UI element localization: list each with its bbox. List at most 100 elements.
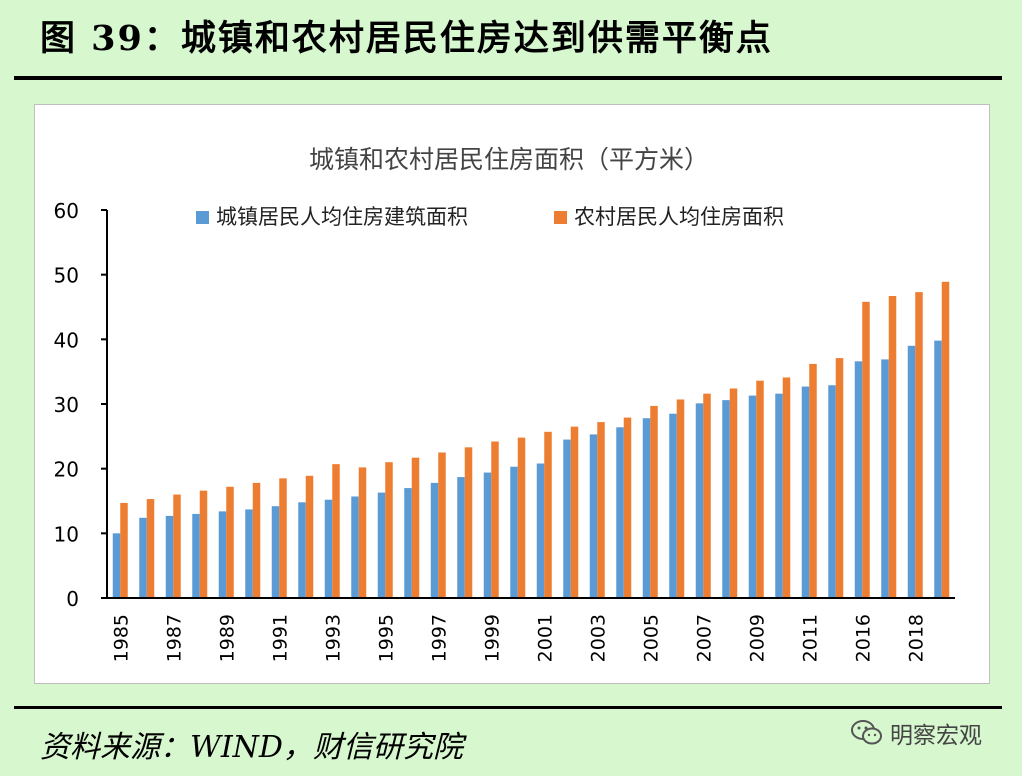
rural-bar-1995 [385,462,393,598]
urban-bar-1987 [165,515,174,598]
legend-swatch-urban [196,211,209,224]
y-tick-label: 10 [54,522,79,546]
y-tick-label: 30 [54,393,79,417]
watermark: 明察宏观 [850,718,982,749]
urban-bar-2003 [589,434,598,598]
wechat-icon [851,720,882,745]
rural-bar-1999 [491,441,499,598]
bar-marks [112,281,950,598]
x-tick-label: 2005 [640,614,662,662]
x-tick-label: 1985 [110,614,132,662]
rural-bar-2005 [650,405,658,598]
urban-bar-2002 [563,439,571,598]
x-tick-label: 1999 [481,614,503,662]
x-tick-label: 2003 [587,614,609,662]
rural-bar-2002 [570,426,579,598]
urban-bar-1990 [245,509,253,598]
rural-bar-2000 [517,437,526,598]
x-tick-label: 2009 [746,614,768,662]
urban-bar-2008 [722,400,730,598]
urban-bar-2016 [854,361,863,598]
rural-bar-1994 [358,467,367,598]
rural-bar-2009 [756,380,764,598]
x-tick-label: 1989 [216,614,238,662]
y-tick-label: 20 [54,458,79,482]
x-tick-label: 2001 [534,614,556,662]
urban-bar-1989 [218,511,227,598]
rural-bar-1990 [252,482,261,598]
x-tick-label: 1995 [375,614,397,662]
rural-bar-1989 [226,486,234,598]
rural-bar-1996 [411,457,420,598]
urban-bar-2004 [616,427,624,598]
y-tick-label: 0 [66,587,79,611]
urban-bar-2019 [934,340,942,598]
urban-bar-1996 [404,488,412,598]
urban-bar-2011 [801,386,810,598]
rural-bar-1986 [146,499,155,598]
urban-bar-2017 [881,359,889,598]
rural-bar-1997 [438,452,446,598]
legend-swatch-rural [554,211,567,224]
x-tick-label: 1991 [269,614,291,662]
x-tick-label: 1997 [428,614,450,662]
rural-bar-2006 [676,399,685,598]
urban-bar-1986 [139,517,147,598]
rural-bar-1985 [120,502,128,598]
urban-bar-1995 [377,492,386,598]
page-title: 图 39：城镇和农村居民住房达到供需平衡点 [40,18,773,59]
y-tick-label: 60 [54,199,79,223]
urban-bar-2000 [510,466,518,598]
urban-bar-1993 [324,499,333,598]
urban-bar-2001 [536,463,545,598]
rural-bar-1993 [332,464,340,598]
rural-bar-2019 [941,281,950,598]
urban-bar-2009 [748,395,757,598]
x-tick-label: 2007 [693,614,715,662]
urban-bar-2018 [907,345,916,598]
rural-bar-2001 [544,431,552,598]
urban-bar-1985 [112,533,121,598]
urban-bar-2010 [775,393,783,598]
rural-bar-2018 [915,292,923,598]
rural-bar-2011 [809,363,817,598]
rural-bar-2008 [729,388,738,598]
rural-bar-1992 [305,475,314,598]
top-divider [14,76,1002,80]
legend-label-urban: 城镇居民人均住房建筑面积 [216,205,468,229]
urban-bar-1991 [271,506,280,598]
rural-bar-2004 [623,417,632,598]
x-tick-label: 2011 [799,614,821,662]
bar-chart: 城镇和农村居民住房面积（平方米） 城镇居民人均住房建筑面积 农村居民人均住房面积… [54,145,955,662]
rural-bar-2003 [597,422,605,598]
watermark-text: 明察宏观 [890,723,982,749]
rural-bar-1998 [464,447,473,598]
rural-bar-1988 [199,490,208,598]
rural-bar-1987 [173,494,181,598]
rural-bar-2007 [703,393,711,598]
urban-bar-1998 [457,477,465,598]
y-axis: 0 10 20 30 40 50 60 [54,199,108,611]
urban-bar-1994 [351,496,359,598]
urban-bar-1999 [483,472,492,598]
rural-bar-2017 [888,296,897,598]
x-tick-label: 2018 [905,614,927,662]
urban-bar-1997 [430,482,439,598]
chart-title: 城镇和农村居民住房面积（平方米） [309,145,709,174]
chart-panel: 城镇和农村居民住房面积（平方米） 城镇居民人均住房建筑面积 农村居民人均住房面积… [34,104,990,684]
chart-legend: 城镇居民人均住房建筑面积 农村居民人均住房面积 [196,205,784,229]
x-axis: 1985 1987 1989 1991 1993 1995 1997 1999 2001 2003… [107,597,955,662]
source-note: 资料来源：WIND，财信研究院 [40,730,463,765]
rural-bar-2016 [862,301,870,598]
y-tick-label: 40 [54,328,79,352]
urban-bar-1988 [192,513,200,598]
urban-bar-2012 [828,385,836,598]
y-tick-label: 50 [54,264,79,288]
rural-bar-1991 [279,478,287,598]
urban-bar-2007 [695,403,704,598]
x-tick-label: 2016 [852,614,874,662]
x-tick-label: 1993 [322,614,344,662]
legend-label-rural: 农村居民人均住房面积 [574,205,784,229]
rural-bar-2010 [782,377,791,598]
urban-bar-1992 [298,502,306,598]
